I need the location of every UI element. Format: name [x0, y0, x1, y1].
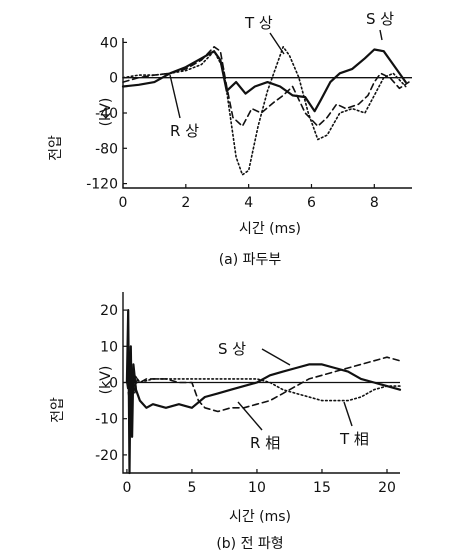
chart-a-y-ticks: 40 0 -40 -80 -120 — [86, 35, 127, 193]
chart-b: 20 10 0 -10 -20 0 5 10 15 20 (kV) 전압 시간 (ms) (b)… — [50, 292, 402, 552]
chart-a-series-3-line — [122, 46, 407, 176]
chart-b-y-label: 전압 — [50, 397, 66, 423]
chart-b-series-2-line — [126, 356, 401, 413]
chart-b-label-t: T 相 — [339, 430, 369, 448]
chart-b-y-tick-label: 10 — [100, 339, 118, 355]
chart-a-y-tick-label: -80 — [95, 141, 118, 157]
chart-a-y-tick-label: -40 — [95, 106, 118, 122]
chart-a-caption: (a) 파두부 — [219, 252, 282, 268]
chart-b-x-ticks: 0 5 10 15 20 — [122, 469, 396, 496]
chart-b-x-tick-label: 15 — [313, 480, 331, 496]
chart-b-label-t-pointer — [343, 401, 353, 427]
chart-a-x-tick-label: 4 — [244, 195, 253, 211]
chart-a-label-s: S 상 — [366, 10, 394, 28]
chart-b-label-s-pointer — [261, 348, 291, 366]
chart-b-label-r: R 相 — [250, 434, 280, 452]
chart-a-y-unit: (kV) — [98, 98, 114, 127]
chart-a-label-s-pointer — [379, 29, 383, 41]
chart-b-y-tick-label: 20 — [100, 303, 118, 319]
chart-a-label-r: R 상 — [170, 122, 199, 140]
chart-b-series — [125, 309, 402, 475]
chart-a-axes — [122, 38, 412, 189]
chart-a-label-t-pointer — [269, 32, 285, 55]
chart-b-caption: (b) 전 파형 — [216, 536, 283, 552]
chart-b-y-tick-label: -20 — [95, 448, 118, 464]
chart-a-y-label: 전압 — [48, 135, 64, 161]
chart-b-y-tick-label: 0 — [109, 376, 118, 392]
chart-b-y-unit: (kV) — [98, 366, 114, 395]
chart-a-label-r-pointer — [169, 74, 181, 119]
chart-a-label-t: T 상 — [244, 14, 273, 32]
chart-a-series-2-line — [122, 46, 410, 127]
chart-b-label-r-pointer — [237, 401, 263, 431]
chart-a-x-tick-label: 0 — [119, 195, 128, 211]
chart-a-y-tick-label: -120 — [86, 177, 118, 193]
chart-a-x-tick-label: 8 — [370, 195, 379, 211]
chart-b-axes — [122, 292, 400, 474]
chart-a: 40 0 -40 -80 -120 0 2 4 6 8 (kV) 전압 시간 (ms) (a) … — [48, 10, 412, 268]
chart-a-x-tick-label: 2 — [181, 195, 190, 211]
chart-b-x-tick-label: 20 — [378, 480, 396, 496]
chart-b-x-tick-label: 0 — [122, 480, 131, 496]
chart-a-y-tick-label: 0 — [109, 71, 118, 87]
chart-b-series-3-line — [126, 363, 401, 402]
chart-a-x-label: 시간 (ms) — [239, 221, 301, 237]
chart-a-series-1-line — [121, 48, 407, 113]
chart-b-y-tick-label: -10 — [95, 412, 118, 428]
chart-a-axes-frame — [122, 38, 412, 189]
chart-b-x-label: 시간 (ms) — [229, 509, 291, 525]
chart-a-y-tick-label: 40 — [100, 35, 118, 51]
chart-a-x-tick-label: 6 — [307, 195, 316, 211]
chart-a-series — [121, 46, 410, 176]
chart-b-x-tick-label: 5 — [187, 480, 196, 496]
chart-b-label-s: S 상 — [218, 340, 246, 358]
chart-b-y-ticks: 20 10 0 -10 -20 — [95, 303, 127, 464]
chart-b-x-tick-label: 10 — [248, 480, 266, 496]
chart-a-x-ticks: 0 2 4 6 8 — [119, 184, 379, 211]
chart-b-axes-frame — [122, 292, 400, 474]
